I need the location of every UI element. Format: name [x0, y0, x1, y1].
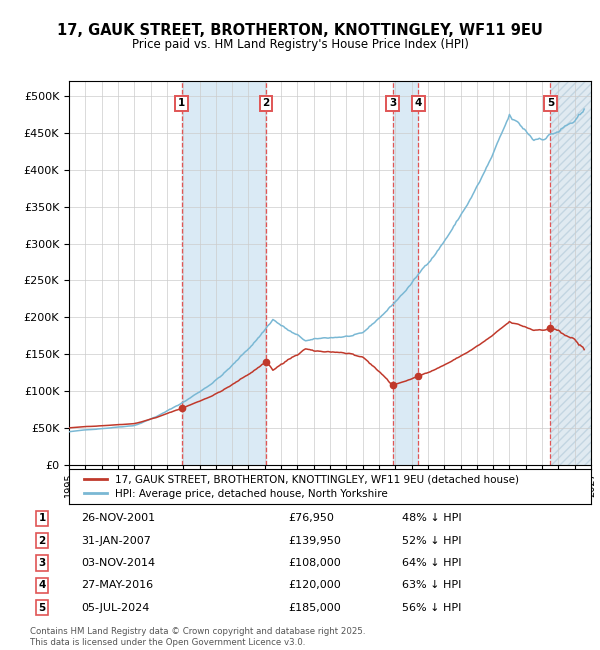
- Text: 2: 2: [262, 98, 269, 109]
- Text: 3: 3: [38, 558, 46, 568]
- Text: 63% ↓ HPI: 63% ↓ HPI: [402, 580, 461, 590]
- Text: 64% ↓ HPI: 64% ↓ HPI: [402, 558, 461, 568]
- Bar: [182, 81, 266, 465]
- Text: 27-MAY-2016: 27-MAY-2016: [81, 580, 153, 590]
- Text: 1: 1: [38, 514, 46, 523]
- Text: 2: 2: [38, 536, 46, 545]
- Text: £185,000: £185,000: [288, 603, 341, 612]
- Text: 48% ↓ HPI: 48% ↓ HPI: [402, 514, 461, 523]
- Text: 31-JAN-2007: 31-JAN-2007: [81, 536, 151, 545]
- Text: £139,950: £139,950: [288, 536, 341, 545]
- Text: 1: 1: [178, 98, 185, 109]
- Text: 03-NOV-2014: 03-NOV-2014: [81, 558, 155, 568]
- Text: £120,000: £120,000: [288, 580, 341, 590]
- Legend: 17, GAUK STREET, BROTHERTON, KNOTTINGLEY, WF11 9EU (detached house), HPI: Averag: 17, GAUK STREET, BROTHERTON, KNOTTINGLEY…: [79, 471, 523, 503]
- Text: 4: 4: [38, 580, 46, 590]
- Text: 3: 3: [389, 98, 396, 109]
- Text: 4: 4: [415, 98, 422, 109]
- Text: £76,950: £76,950: [288, 514, 334, 523]
- Text: Contains HM Land Registry data © Crown copyright and database right 2025.
This d: Contains HM Land Registry data © Crown c…: [30, 627, 365, 647]
- Text: Price paid vs. HM Land Registry's House Price Index (HPI): Price paid vs. HM Land Registry's House …: [131, 38, 469, 51]
- Bar: [392, 81, 418, 465]
- Text: 52% ↓ HPI: 52% ↓ HPI: [402, 536, 461, 545]
- Text: 5: 5: [547, 98, 554, 109]
- Text: 05-JUL-2024: 05-JUL-2024: [81, 603, 149, 612]
- Text: 26-NOV-2001: 26-NOV-2001: [81, 514, 155, 523]
- Bar: [550, 81, 591, 465]
- Text: 56% ↓ HPI: 56% ↓ HPI: [402, 603, 461, 612]
- Text: 5: 5: [38, 603, 46, 612]
- Text: £108,000: £108,000: [288, 558, 341, 568]
- Text: 17, GAUK STREET, BROTHERTON, KNOTTINGLEY, WF11 9EU: 17, GAUK STREET, BROTHERTON, KNOTTINGLEY…: [57, 23, 543, 38]
